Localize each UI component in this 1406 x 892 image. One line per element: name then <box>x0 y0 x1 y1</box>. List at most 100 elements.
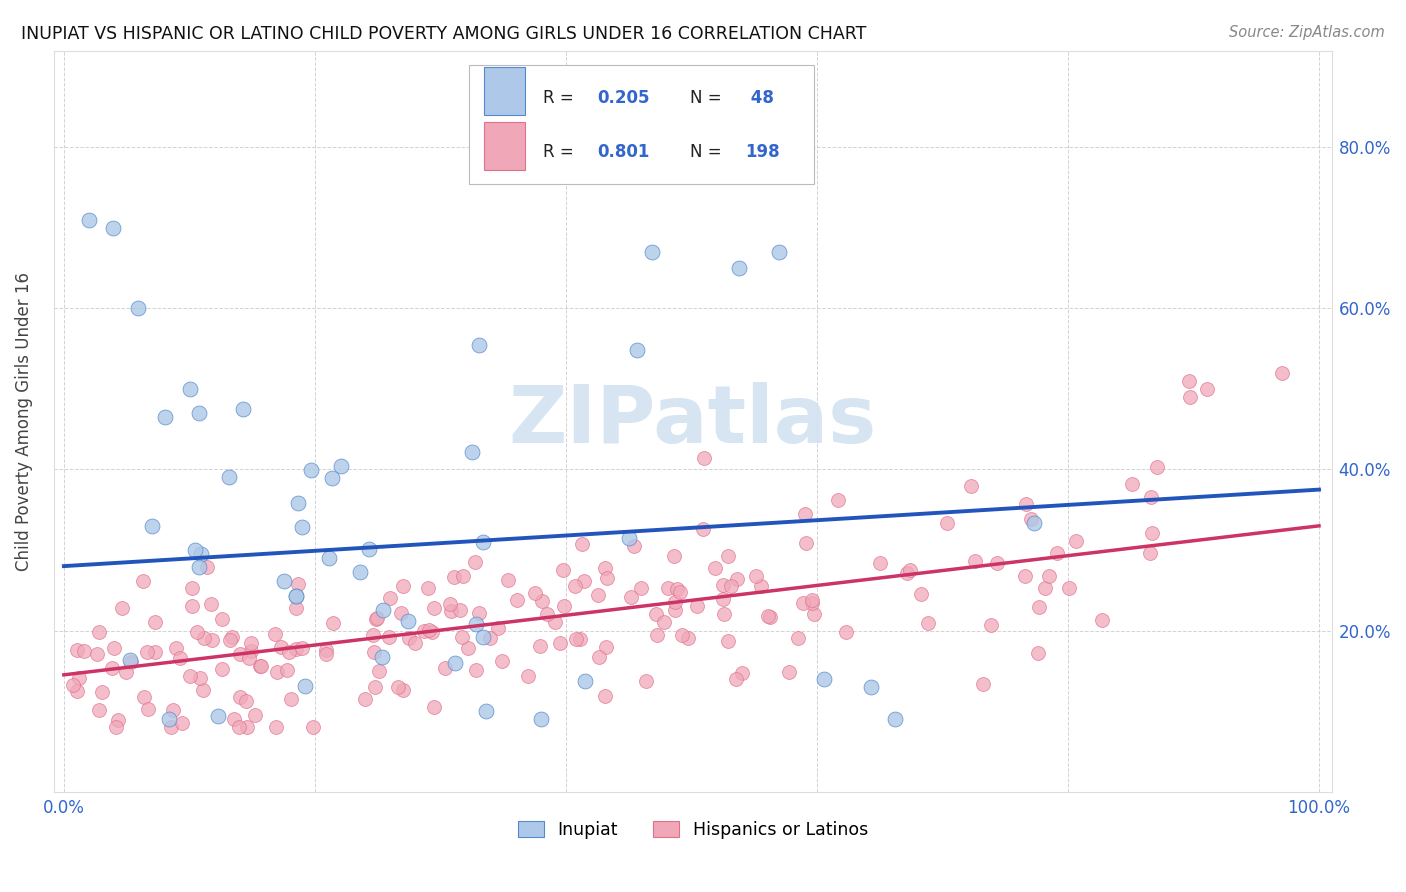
Point <box>235 694 257 708</box>
Point <box>291 519 314 533</box>
Point <box>321 471 343 485</box>
Point <box>299 463 322 477</box>
Point <box>404 636 426 650</box>
Point <box>315 643 337 657</box>
Point <box>359 541 381 556</box>
Point <box>66 684 89 698</box>
Point <box>66 643 89 657</box>
Point <box>457 641 479 656</box>
Point <box>574 673 596 688</box>
Point <box>291 641 314 656</box>
Point <box>835 624 858 639</box>
Point <box>794 507 817 521</box>
Point <box>67 671 90 685</box>
Point <box>294 679 316 693</box>
Point <box>1059 582 1081 596</box>
Point <box>249 659 271 673</box>
Point <box>364 680 387 694</box>
Point <box>141 519 163 533</box>
Point <box>475 704 498 718</box>
Point <box>451 569 474 583</box>
Text: Source: ZipAtlas.com: Source: ZipAtlas.com <box>1229 25 1385 40</box>
Point <box>229 690 252 705</box>
Point <box>87 625 110 640</box>
Point <box>162 703 184 717</box>
Point <box>1140 526 1163 541</box>
Point <box>758 608 780 623</box>
Point <box>240 644 263 658</box>
Point <box>201 633 224 648</box>
Point <box>367 664 389 678</box>
Point <box>120 655 142 669</box>
Point <box>827 492 849 507</box>
Point <box>571 537 593 551</box>
Point <box>553 563 575 577</box>
Point <box>159 720 181 734</box>
Point <box>464 664 486 678</box>
Point <box>787 631 810 645</box>
Point <box>238 650 260 665</box>
Point <box>1195 382 1218 396</box>
Y-axis label: Child Poverty Among Girls Under 16: Child Poverty Among Girls Under 16 <box>15 272 32 571</box>
Point <box>686 599 709 613</box>
Text: 0.801: 0.801 <box>598 143 650 161</box>
Text: 0.205: 0.205 <box>598 88 650 106</box>
Point <box>86 648 108 662</box>
Point <box>980 618 1002 632</box>
Point <box>132 690 155 704</box>
Point <box>1046 546 1069 560</box>
Point <box>91 685 114 699</box>
Point <box>645 628 668 642</box>
Point <box>418 581 440 595</box>
Point <box>190 547 212 561</box>
Point <box>413 624 436 638</box>
Point <box>803 607 825 621</box>
Point <box>1019 512 1042 526</box>
Text: R =: R = <box>543 143 579 161</box>
Point <box>716 549 738 563</box>
Point <box>322 615 344 630</box>
Legend: Inupiat, Hispanics or Latinos: Inupiat, Hispanics or Latinos <box>510 814 875 846</box>
Point <box>449 603 471 617</box>
Point <box>678 631 700 645</box>
Point <box>553 599 575 613</box>
Point <box>523 586 546 600</box>
Point <box>315 647 337 661</box>
Point <box>179 668 201 682</box>
Point <box>536 607 558 621</box>
Point <box>664 549 686 563</box>
Point <box>1026 646 1049 660</box>
Point <box>506 592 529 607</box>
Point <box>104 720 127 734</box>
Point <box>221 630 243 644</box>
Point <box>115 665 138 680</box>
Point <box>883 712 905 726</box>
Point <box>768 245 790 260</box>
Point <box>728 261 751 276</box>
Point <box>1038 569 1060 583</box>
Point <box>486 621 509 635</box>
Point <box>422 601 444 615</box>
Point <box>157 712 180 726</box>
Point <box>1091 613 1114 627</box>
Point <box>440 604 463 618</box>
Point <box>593 560 616 574</box>
Point <box>188 406 211 420</box>
Point <box>860 680 883 694</box>
Point <box>898 563 921 577</box>
Text: 48: 48 <box>745 88 773 106</box>
Point <box>652 615 675 629</box>
Point <box>195 559 218 574</box>
Point <box>1270 366 1292 380</box>
Point <box>211 612 233 626</box>
Point <box>136 702 159 716</box>
Point <box>434 661 457 675</box>
Point <box>349 565 371 579</box>
Point <box>132 574 155 588</box>
Point <box>813 672 835 686</box>
Point <box>143 615 166 630</box>
Point <box>266 665 288 679</box>
Point <box>398 631 420 645</box>
Point <box>464 617 486 632</box>
Point <box>103 220 125 235</box>
